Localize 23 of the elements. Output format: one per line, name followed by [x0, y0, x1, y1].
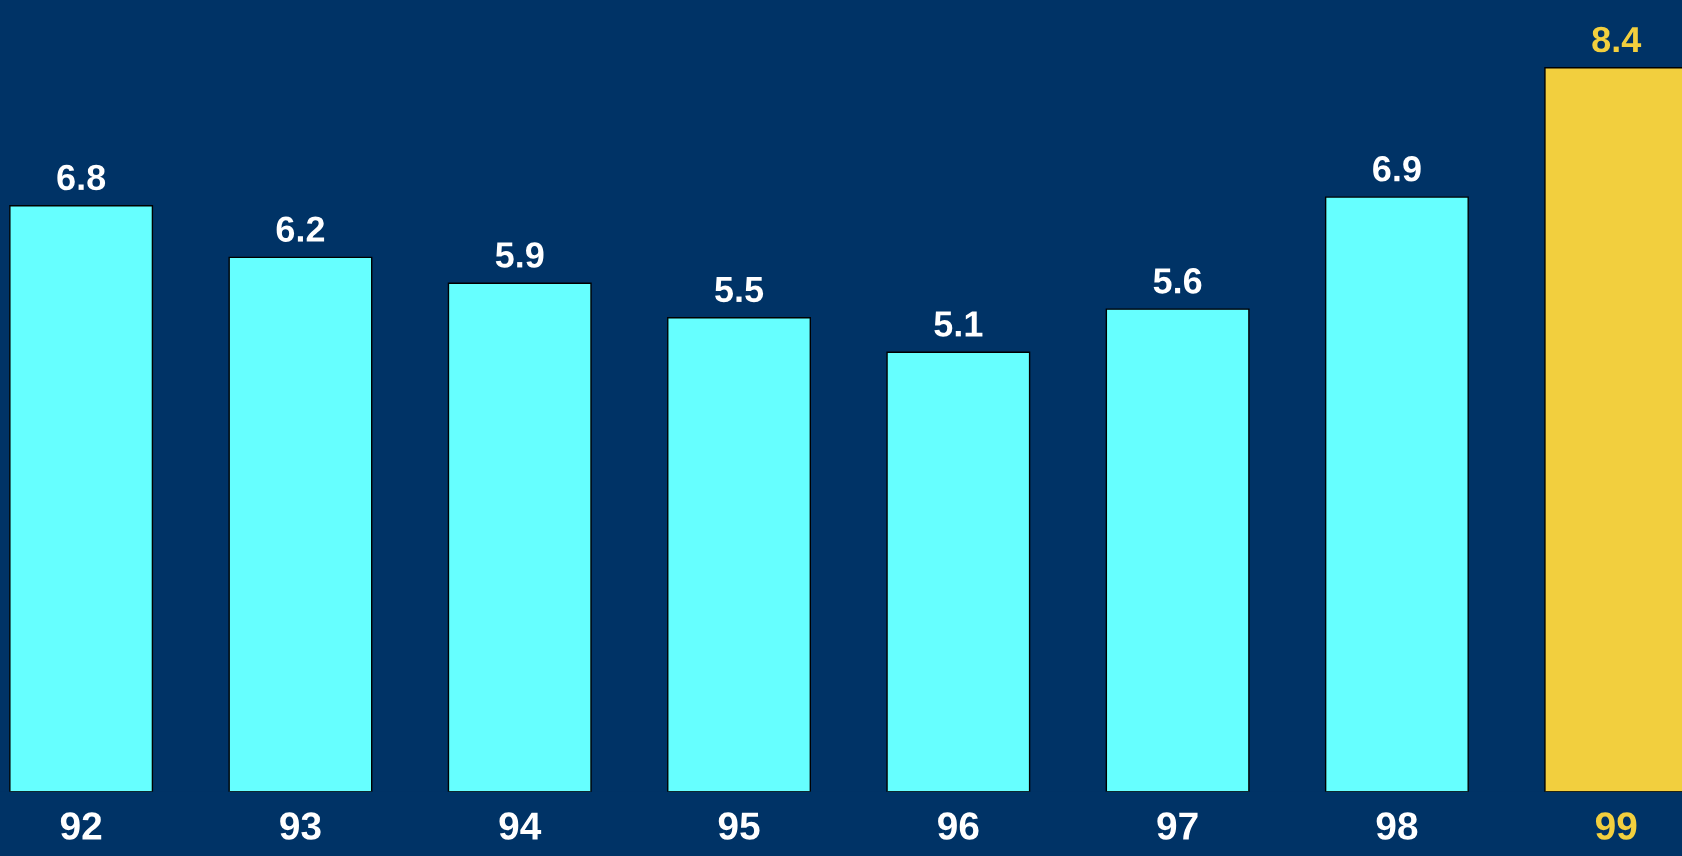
x-tick-label: 99: [1595, 812, 1637, 840]
bar: [1105, 308, 1250, 792]
bar: [228, 256, 373, 792]
data-label: 6.8: [57, 164, 106, 191]
x-tick-label: 98: [1376, 812, 1418, 840]
bar: [9, 205, 154, 792]
data-label: 5.1: [934, 311, 983, 337]
data-label: 6.2: [276, 216, 325, 242]
x-tick-label: 96: [938, 812, 979, 840]
data-label: 6.9: [1373, 156, 1421, 182]
x-tick-label: 97: [1157, 812, 1198, 840]
x-tick-label: 93: [280, 812, 321, 840]
data-label: 5.5: [715, 277, 764, 303]
data-label: 5.6: [1153, 268, 1202, 294]
data-label: 8.4: [1592, 26, 1642, 53]
bar: [1324, 196, 1469, 792]
x-tick-label: 95: [718, 812, 760, 840]
data-label: 5.9: [495, 242, 544, 268]
x-tick-label: 92: [60, 812, 102, 840]
bar: [886, 351, 1031, 792]
x-tick-label: 94: [499, 812, 542, 840]
bar: [667, 317, 811, 792]
bar: [447, 282, 592, 792]
